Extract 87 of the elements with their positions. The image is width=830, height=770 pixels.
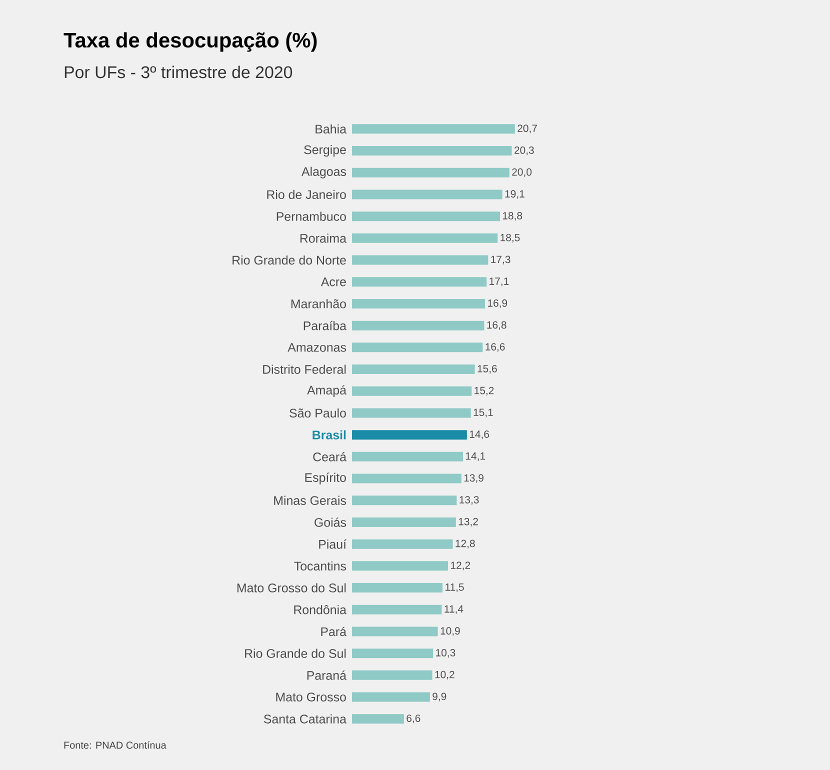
data-label: 20,3 bbox=[514, 146, 534, 156]
data-label: 14,6 bbox=[470, 430, 490, 440]
y-tick-label: Sergipe bbox=[304, 144, 346, 157]
y-tick-label: Pernambuco bbox=[276, 212, 346, 221]
bar bbox=[352, 386, 472, 396]
y-tick-label: Santa Catarina bbox=[264, 714, 346, 724]
bar bbox=[352, 430, 467, 440]
data-label: 18,5 bbox=[500, 234, 520, 243]
y-tick-label: Pará bbox=[321, 626, 346, 636]
bar bbox=[352, 452, 463, 462]
data-label: 17,3 bbox=[491, 256, 510, 264]
bar bbox=[352, 539, 453, 549]
y-tick-label: Paraíba bbox=[304, 320, 346, 330]
bar bbox=[352, 190, 502, 200]
y-tick-label: Minas Gerais bbox=[274, 496, 346, 505]
data-label: 10,9 bbox=[440, 627, 460, 636]
data-label: 15,2 bbox=[474, 386, 494, 396]
bar bbox=[352, 670, 432, 680]
y-tick-label: São Paulo bbox=[290, 408, 346, 418]
bar bbox=[352, 474, 462, 484]
bar bbox=[352, 648, 434, 658]
y-tick-label: Maranhão bbox=[291, 299, 346, 308]
data-label: 11,5 bbox=[446, 584, 464, 592]
bar bbox=[352, 146, 512, 156]
y-tick-label: Mato Grosso bbox=[276, 692, 346, 702]
bar bbox=[352, 496, 457, 506]
bar bbox=[352, 364, 475, 374]
data-label: 16,9 bbox=[488, 299, 508, 308]
bar bbox=[352, 408, 471, 418]
bar bbox=[352, 626, 438, 636]
y-tick-label: Espírito bbox=[305, 472, 346, 484]
y-tick-label: Amapá bbox=[307, 385, 346, 398]
data-label: 18,8 bbox=[502, 212, 522, 221]
source-note: Fonte: PNAD Contínua bbox=[64, 741, 166, 749]
data-label: 20,7 bbox=[518, 124, 537, 134]
data-label: 12,8 bbox=[456, 540, 475, 548]
y-tick-label: Alagoas bbox=[302, 166, 346, 178]
bar bbox=[352, 255, 488, 265]
data-label: 11,4 bbox=[444, 605, 464, 614]
data-label: 17,1 bbox=[490, 278, 509, 286]
bar bbox=[352, 517, 456, 527]
bar bbox=[352, 342, 483, 352]
bar bbox=[352, 583, 443, 593]
data-label: 19,1 bbox=[505, 190, 524, 199]
y-tick-label: Paraná bbox=[307, 670, 346, 680]
y-tick-label: Rio Grande do Norte bbox=[232, 255, 346, 265]
y-tick-label: Amazonas bbox=[288, 343, 346, 352]
bar bbox=[352, 233, 498, 243]
y-tick-label: Distrito Federal bbox=[263, 364, 346, 374]
y-tick-label: Bahia bbox=[316, 124, 346, 134]
data-label: 15,1 bbox=[474, 408, 493, 418]
bar bbox=[352, 298, 486, 308]
bar bbox=[352, 561, 448, 571]
data-label: 14,1 bbox=[466, 452, 486, 461]
bar bbox=[352, 320, 484, 330]
y-tick-label: Mato Grosso do Sul bbox=[237, 583, 346, 592]
chart-title: Taxa de desocupação (%) bbox=[64, 32, 317, 52]
data-label: 15,6 bbox=[478, 364, 497, 374]
data-label: 16,8 bbox=[487, 321, 506, 330]
y-tick-label: Rio de Janeiro bbox=[267, 190, 346, 200]
data-label: 13,9 bbox=[464, 474, 484, 483]
data-label: 13,2 bbox=[458, 518, 478, 527]
text: Por UFs - 3º trimestre de 2020 bbox=[64, 66, 292, 78]
y-tick-label: Goiás bbox=[314, 518, 346, 527]
bar bbox=[352, 714, 404, 724]
bar bbox=[352, 692, 430, 702]
data-label: 10,3 bbox=[436, 649, 456, 658]
y-tick-label: Ceará bbox=[313, 452, 346, 462]
y-tick-label: Piauí bbox=[319, 539, 346, 549]
y-tick-label: Tocantins bbox=[294, 561, 346, 571]
y-tick-label: Rio Grande do Sul bbox=[245, 648, 346, 658]
data-label: 6,6 bbox=[406, 714, 420, 724]
y-tick-label: Rondônia bbox=[294, 605, 346, 614]
bar bbox=[352, 277, 487, 287]
bar bbox=[352, 604, 442, 614]
y-tick-label: Brasil bbox=[312, 430, 346, 440]
data-label: 16,6 bbox=[486, 343, 505, 352]
y-tick-label: Roraima bbox=[300, 234, 346, 243]
bar bbox=[352, 212, 500, 222]
data-label: 13,3 bbox=[460, 496, 479, 505]
data-label: 20,0 bbox=[512, 168, 532, 177]
bar bbox=[352, 168, 510, 178]
bar bbox=[352, 124, 515, 134]
data-label: 12,2 bbox=[451, 562, 470, 570]
data-label: 9,9 bbox=[432, 692, 446, 702]
data-label: 10,2 bbox=[435, 670, 454, 680]
y-tick-label: Acre bbox=[320, 278, 346, 286]
